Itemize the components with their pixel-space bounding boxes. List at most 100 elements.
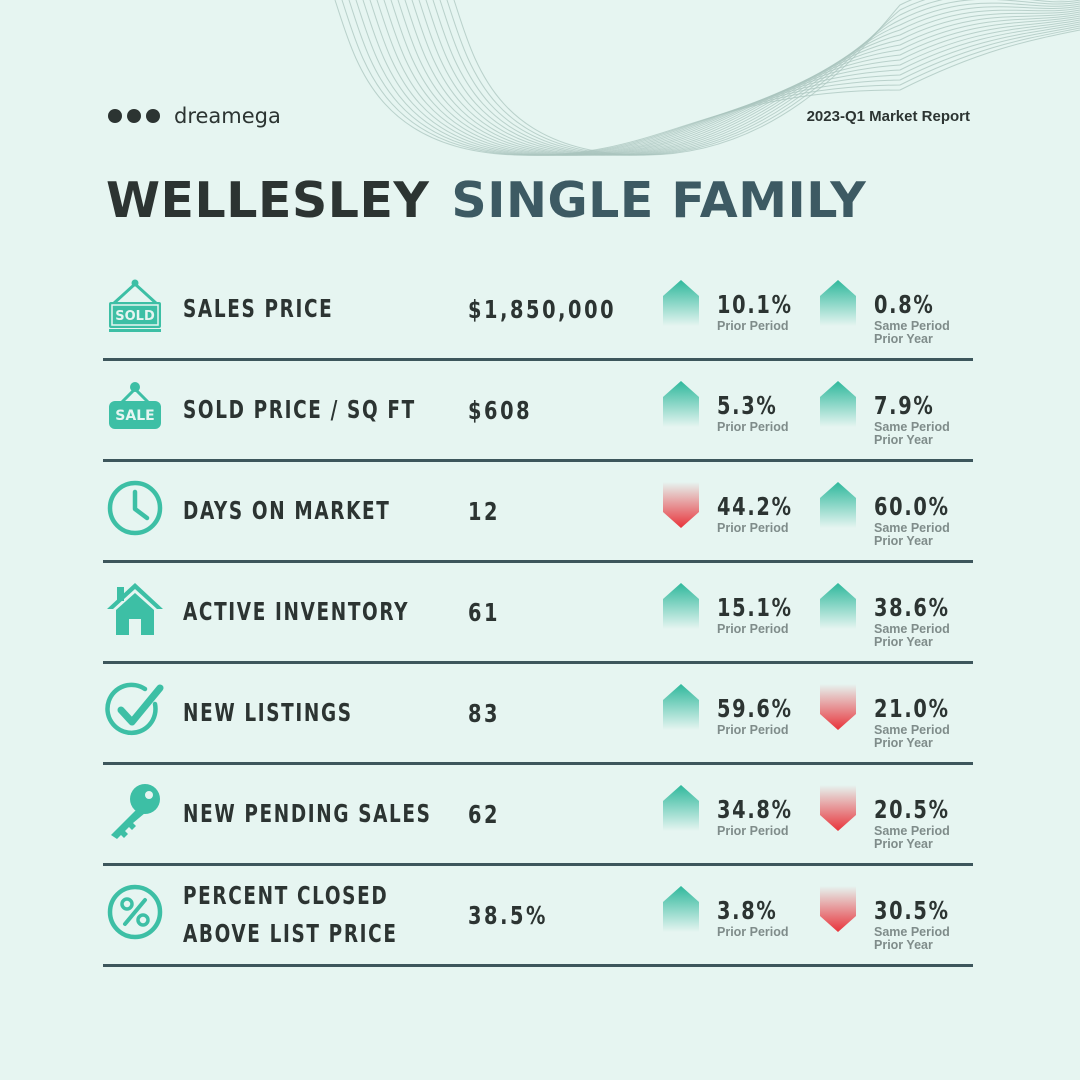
wave-line xyxy=(397,0,1080,156)
title-city: WELLESLEY xyxy=(106,172,430,229)
change-caption-line: Prior Period xyxy=(717,824,789,838)
metric-value: 38.5% xyxy=(468,900,549,930)
brand: dreamega xyxy=(108,104,281,128)
change-caption: Prior Period xyxy=(717,421,789,434)
page-title: WELLESLEY SINGLE FAMILY xyxy=(106,172,866,229)
arrow-down-icon xyxy=(820,785,856,831)
change-caption: Same Period Prior Year xyxy=(874,623,950,649)
metric-label-line: ACTIVE INVENTORY xyxy=(183,597,410,626)
arrow-up-icon xyxy=(820,583,856,629)
change-caption-line: Prior Year xyxy=(874,736,933,750)
change-percent: 60.0% xyxy=(874,492,950,521)
arrow-up-icon xyxy=(663,684,699,730)
wave-line xyxy=(369,0,1080,156)
wave-line xyxy=(348,0,1080,156)
change-percent: 20.5% xyxy=(874,795,950,824)
metric-label-line: SOLD PRICE / SQ FT xyxy=(183,395,416,424)
change-caption-line: Same Period xyxy=(874,723,950,737)
change-percent: 21.0% xyxy=(874,694,950,723)
metric-row: NEW PENDING SALES 62 34.8% Prior Period 20.5… xyxy=(103,765,973,866)
checkmark-circle-icon xyxy=(105,680,165,740)
change-percent: 7.9% xyxy=(874,391,935,420)
arrow-up-icon xyxy=(820,381,856,427)
metric-label: NEW LISTINGS xyxy=(183,664,353,762)
metric-value: 61 xyxy=(468,597,501,627)
metric-row: ACTIVE INVENTORY 61 15.1% Prior Period 38.6%… xyxy=(103,563,973,664)
metric-label-line: NEW LISTINGS xyxy=(183,698,353,727)
wave-line xyxy=(432,0,1080,156)
house-icon xyxy=(105,579,165,639)
change-percent: 34.8% xyxy=(717,795,793,824)
wave-line xyxy=(446,0,1067,156)
sale-tag-icon: SALE xyxy=(105,377,165,437)
change-percent: 10.1% xyxy=(717,290,793,319)
wave-line xyxy=(411,0,1080,156)
metric-label: DAYS ON MARKET xyxy=(183,462,390,560)
change-caption-line: Same Period xyxy=(874,824,950,838)
change-caption-line: Prior Year xyxy=(874,332,933,346)
metric-value: 12 xyxy=(468,496,501,526)
arrow-down-icon xyxy=(820,886,856,932)
metric-label-line: ABOVE LIST PRICE xyxy=(183,919,398,948)
change-caption: Same Period Prior Year xyxy=(874,421,950,447)
change-caption: Prior Period xyxy=(717,724,789,737)
metric-value: $608 xyxy=(468,395,533,425)
metric-row: PERCENT CLOSED ABOVE LIST PRICE 38.5% 3.8% P… xyxy=(103,866,973,967)
change-caption: Same Period Prior Year xyxy=(874,724,950,750)
change-percent: 5.3% xyxy=(717,391,778,420)
change-caption-line: Prior Year xyxy=(874,534,933,548)
clock-icon xyxy=(105,478,165,538)
wave-line xyxy=(418,0,1080,156)
arrow-up-icon xyxy=(663,381,699,427)
wave-line xyxy=(439,0,1080,156)
metric-row: SALE SOLD PRICE / SQ FT $608 5.3% Prior Peri… xyxy=(103,361,973,462)
metric-value: 83 xyxy=(468,698,501,728)
metric-label-line: PERCENT CLOSED xyxy=(183,881,389,910)
change-caption: Prior Period xyxy=(717,320,789,333)
arrow-down-icon xyxy=(663,482,699,528)
arrow-up-icon xyxy=(663,583,699,629)
title-property-type: SINGLE FAMILY xyxy=(451,172,867,229)
metric-label-line: NEW PENDING SALES xyxy=(183,799,432,828)
change-caption-line: Prior Period xyxy=(717,521,789,535)
metric-row: SOLD SALES PRICE $1,850,000 10.1% Prior Peri… xyxy=(103,260,973,361)
wave-line xyxy=(334,0,1080,156)
arrow-up-icon xyxy=(663,280,699,326)
wave-line xyxy=(453,0,913,156)
change-caption-line: Prior Year xyxy=(874,938,933,952)
change-caption-line: Same Period xyxy=(874,319,950,333)
change-caption-line: Same Period xyxy=(874,925,950,939)
svg-text:SOLD: SOLD xyxy=(115,309,155,324)
metric-label: NEW PENDING SALES xyxy=(183,765,432,863)
change-caption-line: Prior Period xyxy=(717,925,789,939)
change-caption-line: Prior Period xyxy=(717,622,789,636)
arrow-up-icon xyxy=(820,280,856,326)
arrow-up-icon xyxy=(663,785,699,831)
wave-line xyxy=(341,0,1080,156)
metric-label-line: DAYS ON MARKET xyxy=(183,496,391,525)
arrow-up-icon xyxy=(820,482,856,528)
sold-sign-icon: SOLD xyxy=(105,276,165,336)
change-caption: Prior Period xyxy=(717,522,789,535)
wave-line xyxy=(404,0,1080,156)
three-dots-icon xyxy=(108,109,160,123)
wave-line xyxy=(383,0,1080,156)
metric-value: 62 xyxy=(468,799,501,829)
metric-label: SALES PRICE xyxy=(183,260,333,358)
metric-label: ACTIVE INVENTORY xyxy=(183,563,409,661)
report-label: 2023-Q1 Market Report xyxy=(806,108,970,125)
change-percent: 3.8% xyxy=(717,896,778,925)
arrow-up-icon xyxy=(663,886,699,932)
change-caption-line: Prior Period xyxy=(717,420,789,434)
arrow-down-icon xyxy=(820,684,856,730)
change-caption-line: Same Period xyxy=(874,420,950,434)
change-percent: 0.8% xyxy=(874,290,935,319)
change-caption-line: Same Period xyxy=(874,521,950,535)
change-caption: Prior Period xyxy=(717,926,789,939)
change-caption-line: Prior Year xyxy=(874,635,933,649)
change-caption: Prior Period xyxy=(717,623,789,636)
percent-circle-icon xyxy=(105,882,165,942)
decorative-waves xyxy=(334,0,1080,156)
wave-line xyxy=(376,0,1080,156)
metric-row: NEW LISTINGS 83 59.6% Prior Period 21.0% Same… xyxy=(103,664,973,765)
